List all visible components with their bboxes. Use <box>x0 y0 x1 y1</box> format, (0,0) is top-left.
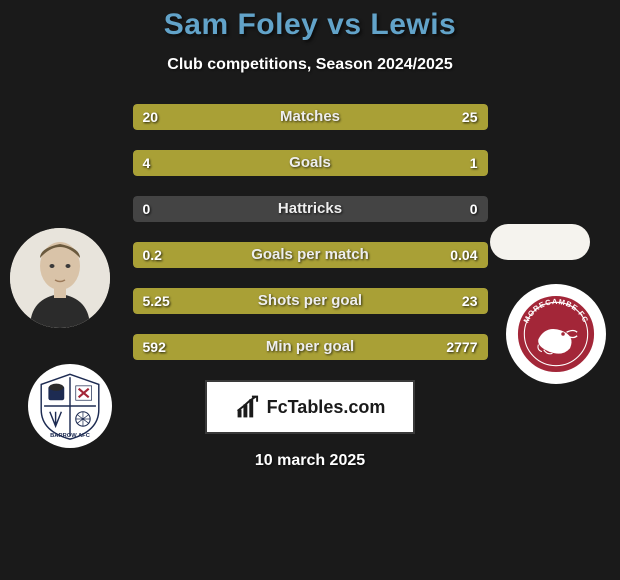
stat-bar-row: 5922777Min per goal <box>133 334 488 360</box>
stat-bar-right-fill <box>195 334 488 360</box>
player2-club-badge: MORECAMBE FC <box>506 284 606 384</box>
stat-bar-right-fill <box>428 242 487 268</box>
player2-avatar <box>490 224 590 260</box>
stat-bar-left-fill <box>133 242 429 268</box>
stat-bar-left-fill <box>133 334 195 360</box>
stat-bar-row: 2025Matches <box>133 104 488 130</box>
page-title: Sam Foley vs Lewis <box>0 8 620 42</box>
stat-bar-left-fill <box>133 288 199 314</box>
stat-bar-right-fill <box>417 150 488 176</box>
stat-bar-row: 41Goals <box>133 150 488 176</box>
stat-bar-right-fill <box>290 104 487 130</box>
stat-bar-left-fill <box>133 150 417 176</box>
player1-club-badge: BARROW AFC <box>28 364 112 448</box>
stat-bar-row: 5.2523Shots per goal <box>133 288 488 314</box>
brand-text: FcTables.com <box>267 397 386 418</box>
stat-bar-left-fill <box>133 104 291 130</box>
page-subtitle: Club competitions, Season 2024/2025 <box>0 56 620 74</box>
comparison-chart: BARROW AFC MORECAMBE FC 2025Matches41Goa… <box>0 104 620 360</box>
stat-bar-right-fill <box>199 288 488 314</box>
date-label: 10 march 2025 <box>0 452 620 470</box>
player1-avatar <box>10 228 110 328</box>
brand-watermark: FcTables.com <box>205 380 415 434</box>
svg-text:BARROW AFC: BARROW AFC <box>50 433 90 439</box>
stat-bar-row: 00Hattricks <box>133 196 488 222</box>
stat-bar-row: 0.20.04Goals per match <box>133 242 488 268</box>
